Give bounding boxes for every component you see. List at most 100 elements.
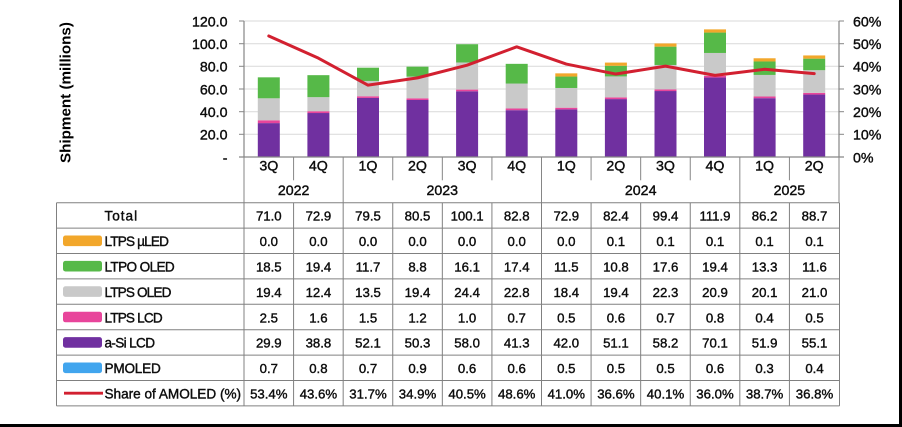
svg-text:120.0: 120.0 xyxy=(192,14,228,30)
svg-text:19.4: 19.4 xyxy=(603,285,629,300)
svg-text:0.0: 0.0 xyxy=(458,234,476,249)
svg-text:30%: 30% xyxy=(853,82,882,98)
svg-text:100.1: 100.1 xyxy=(451,209,484,224)
svg-text:13.3: 13.3 xyxy=(752,260,778,275)
svg-text:19.4: 19.4 xyxy=(405,285,431,300)
svg-text:17.6: 17.6 xyxy=(653,260,679,275)
svg-text:80.5: 80.5 xyxy=(405,209,431,224)
svg-text:0%: 0% xyxy=(853,150,874,166)
svg-text:19.4: 19.4 xyxy=(702,260,728,275)
svg-text:0.0: 0.0 xyxy=(408,234,426,249)
svg-text:41.3: 41.3 xyxy=(504,336,530,351)
svg-text:8.8: 8.8 xyxy=(408,260,426,275)
svg-text:70.1: 70.1 xyxy=(702,336,728,351)
svg-text:3Q: 3Q xyxy=(656,159,675,175)
svg-text:0.8: 0.8 xyxy=(309,361,327,376)
svg-text:1.6: 1.6 xyxy=(309,310,327,325)
svg-text:10.8: 10.8 xyxy=(603,260,629,275)
svg-text:34.9%: 34.9% xyxy=(399,387,437,402)
svg-text:100.0: 100.0 xyxy=(192,37,228,53)
svg-text:38.7%: 38.7% xyxy=(746,387,784,402)
svg-text:51.1: 51.1 xyxy=(603,336,629,351)
svg-text:4Q: 4Q xyxy=(507,159,526,175)
svg-text:19.4: 19.4 xyxy=(256,285,282,300)
svg-text:0.8: 0.8 xyxy=(706,310,724,325)
svg-text:72.9: 72.9 xyxy=(306,209,332,224)
svg-text:11.5: 11.5 xyxy=(554,260,579,275)
svg-text:2Q: 2Q xyxy=(408,159,427,175)
svg-text:0.7: 0.7 xyxy=(508,310,526,325)
svg-text:0.7: 0.7 xyxy=(656,310,674,325)
svg-text:24.4: 24.4 xyxy=(454,285,480,300)
svg-text:0.6: 0.6 xyxy=(607,310,625,325)
svg-text:20%: 20% xyxy=(853,105,882,121)
svg-text:40.0: 40.0 xyxy=(200,105,228,121)
svg-text:1.5: 1.5 xyxy=(359,310,377,325)
svg-text:52.1: 52.1 xyxy=(355,336,381,351)
svg-text:111.9: 111.9 xyxy=(699,209,730,224)
svg-text:2Q: 2Q xyxy=(606,159,625,175)
svg-text:41.0%: 41.0% xyxy=(548,387,586,402)
svg-text:29.9: 29.9 xyxy=(256,336,282,351)
svg-text:20.9: 20.9 xyxy=(702,285,728,300)
svg-text:20.0: 20.0 xyxy=(200,128,228,144)
svg-text:72.9: 72.9 xyxy=(553,209,579,224)
svg-text:0.4: 0.4 xyxy=(805,361,823,376)
svg-text:Total: Total xyxy=(105,209,139,224)
svg-text:2.5: 2.5 xyxy=(260,310,278,325)
svg-text:0.0: 0.0 xyxy=(309,234,327,249)
svg-text:60%: 60% xyxy=(853,14,882,30)
svg-text:82.8: 82.8 xyxy=(504,209,530,224)
svg-text:88.7: 88.7 xyxy=(802,209,828,224)
svg-text:79.5: 79.5 xyxy=(355,209,381,224)
svg-text:2Q: 2Q xyxy=(805,159,824,175)
svg-text:42.0: 42.0 xyxy=(553,336,579,351)
svg-text:13.5: 13.5 xyxy=(355,285,381,300)
svg-text:1Q: 1Q xyxy=(557,159,576,175)
svg-text:1Q: 1Q xyxy=(359,159,378,175)
svg-text:0.6: 0.6 xyxy=(706,361,724,376)
svg-text:0.1: 0.1 xyxy=(805,234,823,249)
svg-text:55.1: 55.1 xyxy=(802,336,828,351)
svg-text:0.6: 0.6 xyxy=(508,361,526,376)
svg-text:Share of AMOLED (%): Share of AMOLED (%) xyxy=(105,387,242,402)
svg-text:2025: 2025 xyxy=(774,183,806,199)
svg-text:1Q: 1Q xyxy=(755,159,774,175)
svg-text:22.3: 22.3 xyxy=(653,285,679,300)
svg-text:0.0: 0.0 xyxy=(359,234,377,249)
svg-text:LTPS µLED: LTPS µLED xyxy=(105,234,170,249)
svg-text:22.8: 22.8 xyxy=(504,285,530,300)
svg-text:11.6: 11.6 xyxy=(802,260,827,275)
svg-text:2023: 2023 xyxy=(427,183,459,199)
svg-text:40.5%: 40.5% xyxy=(448,387,486,402)
svg-text:1.0: 1.0 xyxy=(458,310,476,325)
svg-text:2024: 2024 xyxy=(625,183,657,199)
svg-text:36.0%: 36.0% xyxy=(696,387,734,402)
svg-text:0.5: 0.5 xyxy=(557,310,575,325)
svg-text:Shipment (millions): Shipment (millions) xyxy=(58,22,75,163)
svg-text:10%: 10% xyxy=(853,128,882,144)
svg-text:36.6%: 36.6% xyxy=(597,387,635,402)
svg-text:82.4: 82.4 xyxy=(603,209,629,224)
svg-text:PMOLED: PMOLED xyxy=(105,361,161,376)
svg-text:0.5: 0.5 xyxy=(656,361,674,376)
svg-text:58.0: 58.0 xyxy=(454,336,480,351)
svg-text:0.7: 0.7 xyxy=(260,361,278,376)
svg-text:0.1: 0.1 xyxy=(706,234,724,249)
svg-text:18.4: 18.4 xyxy=(553,285,579,300)
svg-text:a-Si LCD: a-Si LCD xyxy=(105,336,156,351)
svg-text:LTPS OLED: LTPS OLED xyxy=(105,285,172,300)
svg-text:40.1%: 40.1% xyxy=(647,387,685,402)
svg-text:19.4: 19.4 xyxy=(306,260,332,275)
svg-text:51.9: 51.9 xyxy=(752,336,778,351)
svg-text:43.6%: 43.6% xyxy=(300,387,338,402)
svg-text:0.5: 0.5 xyxy=(557,361,575,376)
svg-text:3Q: 3Q xyxy=(458,159,477,175)
svg-text:53.4%: 53.4% xyxy=(250,387,288,402)
svg-text:11.7: 11.7 xyxy=(356,260,381,275)
svg-text:0.1: 0.1 xyxy=(607,234,625,249)
svg-text:-: - xyxy=(223,150,228,166)
svg-text:86.2: 86.2 xyxy=(752,209,778,224)
svg-text:48.6%: 48.6% xyxy=(498,387,536,402)
svg-text:36.8%: 36.8% xyxy=(796,387,834,402)
